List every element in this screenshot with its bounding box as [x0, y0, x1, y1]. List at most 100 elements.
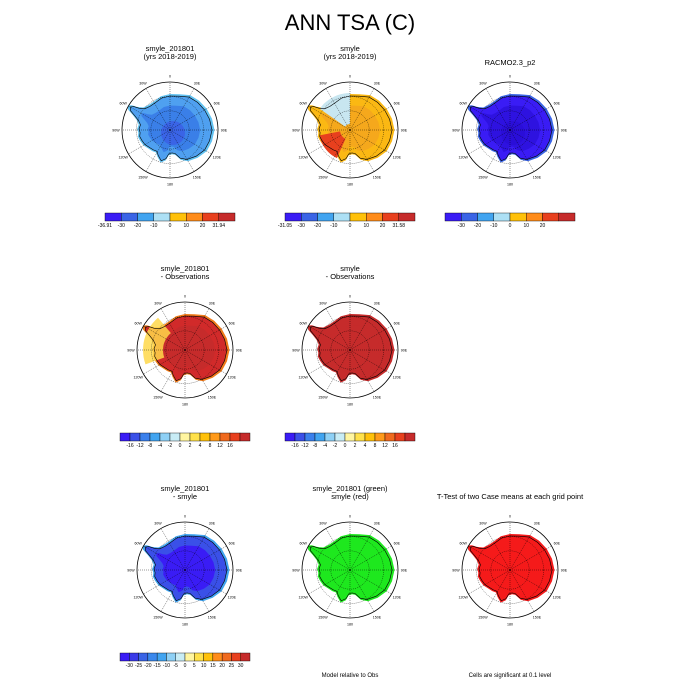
- longitude-label: 150E: [373, 395, 382, 399]
- colorbar-swatch: [304, 432, 316, 442]
- meridian-line: [485, 129, 511, 172]
- latitude-circle: [476, 96, 544, 164]
- longitude-label: 60E: [229, 322, 236, 326]
- colorbar-swatch: [526, 212, 543, 222]
- longitude-label: 120W: [134, 596, 144, 600]
- meridian-line: [169, 129, 212, 155]
- colorbar-swatch: [354, 432, 366, 442]
- longitude-label: 30W: [319, 82, 327, 86]
- longitude-label: 0: [184, 295, 186, 299]
- coastline: [309, 535, 393, 602]
- meridian-line: [349, 88, 375, 131]
- longitude-label: 180: [347, 183, 353, 187]
- colorbar-tick-label: 4: [199, 443, 202, 449]
- colorbar-swatch: [314, 432, 326, 442]
- longitude-label: 60E: [394, 102, 401, 106]
- meridian-line: [184, 349, 227, 375]
- longitude-label: 90E: [401, 349, 408, 353]
- colorbar-swatch: [404, 432, 416, 442]
- longitude-label: 30W: [154, 302, 162, 306]
- longitude-label: 180: [167, 183, 173, 187]
- longitude-label: 0: [349, 515, 351, 519]
- longitude-label: 90E: [221, 129, 228, 133]
- colorbar-swatch: [156, 652, 167, 662]
- meridian-line: [349, 349, 392, 375]
- coastline: [309, 95, 393, 162]
- page-title: ANN TSA (C): [284, 10, 416, 35]
- meridian-line: [468, 105, 511, 131]
- colorbar-swatch: [169, 432, 181, 442]
- longitude-label: 60W: [300, 102, 308, 106]
- colorbar-swatch: [186, 212, 203, 222]
- map-boundary: [301, 521, 399, 619]
- colorbar-swatch: [509, 212, 527, 222]
- longitude-label: 30E: [534, 522, 541, 526]
- longitude-label: 120E: [553, 596, 562, 600]
- polar-map: 0 30E 60E 90E 120E 150E 180 150W 120W 90W 60W 30W: [452, 515, 567, 627]
- colorbar-tick-label: 5: [193, 663, 196, 669]
- latitude-circle: [316, 316, 384, 384]
- longitude-label: 30E: [194, 82, 201, 86]
- colorbar-swatch: [149, 432, 161, 442]
- colorbar-tick-label: -10: [163, 663, 170, 669]
- panel-title: smyle_201801 - smyle: [110, 485, 260, 501]
- colorbar-swatch: [558, 212, 576, 222]
- colorbar-swatch: [461, 212, 478, 222]
- meridian-line: [143, 325, 186, 351]
- meridian-line: [184, 569, 227, 595]
- longitude-label: 150E: [208, 395, 217, 399]
- meridian-line: [143, 569, 186, 595]
- colorbar-swatch: [137, 212, 154, 222]
- panel-title: T-Test of two Case means at each grid po…: [435, 493, 585, 501]
- colorbar-tick-label: 12: [217, 443, 223, 449]
- colorbar-swatch: [344, 432, 356, 442]
- colorbar-swatch: [221, 652, 232, 662]
- meridian-line: [509, 545, 552, 571]
- longitude-label: 60E: [554, 542, 561, 546]
- colorbar-tick-label: 20: [540, 223, 546, 229]
- peninsula-region: [143, 317, 171, 365]
- meridian-line: [509, 569, 552, 595]
- meridian-line: [184, 349, 210, 392]
- longitude-label: 60E: [214, 102, 221, 106]
- meridian-line: [509, 129, 535, 172]
- map-boundary: [461, 81, 559, 179]
- longitude-label: 120W: [299, 376, 309, 380]
- colorbar-swatch: [444, 212, 462, 222]
- meridian-line: [349, 528, 375, 571]
- latitude-circle: [476, 536, 544, 604]
- map-boundary: [301, 301, 399, 399]
- colorbar-tick-label: 8: [209, 443, 212, 449]
- meridian-line: [468, 545, 511, 571]
- colorbar-swatch: [366, 212, 383, 222]
- panel-t-test: T-Test of two Case means at each grid po…: [435, 485, 585, 670]
- colorbar-swatch: [189, 432, 201, 442]
- meridian-line: [468, 569, 511, 595]
- longitude-label: 150E: [208, 615, 217, 619]
- colorbar-swatch: [194, 652, 204, 662]
- meridian-line: [325, 88, 351, 131]
- longitude-label: 30E: [209, 522, 216, 526]
- latitude-circle: [165, 330, 205, 370]
- meridian-line: [325, 308, 351, 351]
- panel-title: smyle_201801 (yrs 2018-2019): [95, 45, 245, 61]
- colorbar-swatch: [129, 652, 139, 662]
- longitude-label: 180: [347, 623, 353, 627]
- colorbar-tick-label: 31.58: [393, 223, 406, 229]
- panel-title: smyle_201801 (green) smyle (red): [275, 485, 425, 501]
- colorbar-tick-label: -20: [144, 663, 151, 669]
- colorbar-tick-label: -25: [135, 663, 142, 669]
- longitude-label: 150W: [478, 175, 488, 179]
- meridian-line: [160, 569, 186, 612]
- colorbar-tick-label: -4: [323, 443, 328, 449]
- meridian-line: [184, 308, 210, 351]
- meridian-line: [308, 349, 351, 375]
- colorbar-swatch: [333, 212, 351, 222]
- colorbar-tick-label: 16: [392, 443, 398, 449]
- meridian-line: [485, 569, 511, 612]
- colorbar-tick-label: 12: [382, 443, 388, 449]
- longitude-label: 150E: [193, 175, 202, 179]
- meridian-line: [509, 105, 552, 131]
- polar-map: 0 30E 60E 90E 120E 150E 180 150W 120W 90W 60W 30W: [452, 75, 567, 187]
- colorbar-tick-label: 20: [380, 223, 386, 229]
